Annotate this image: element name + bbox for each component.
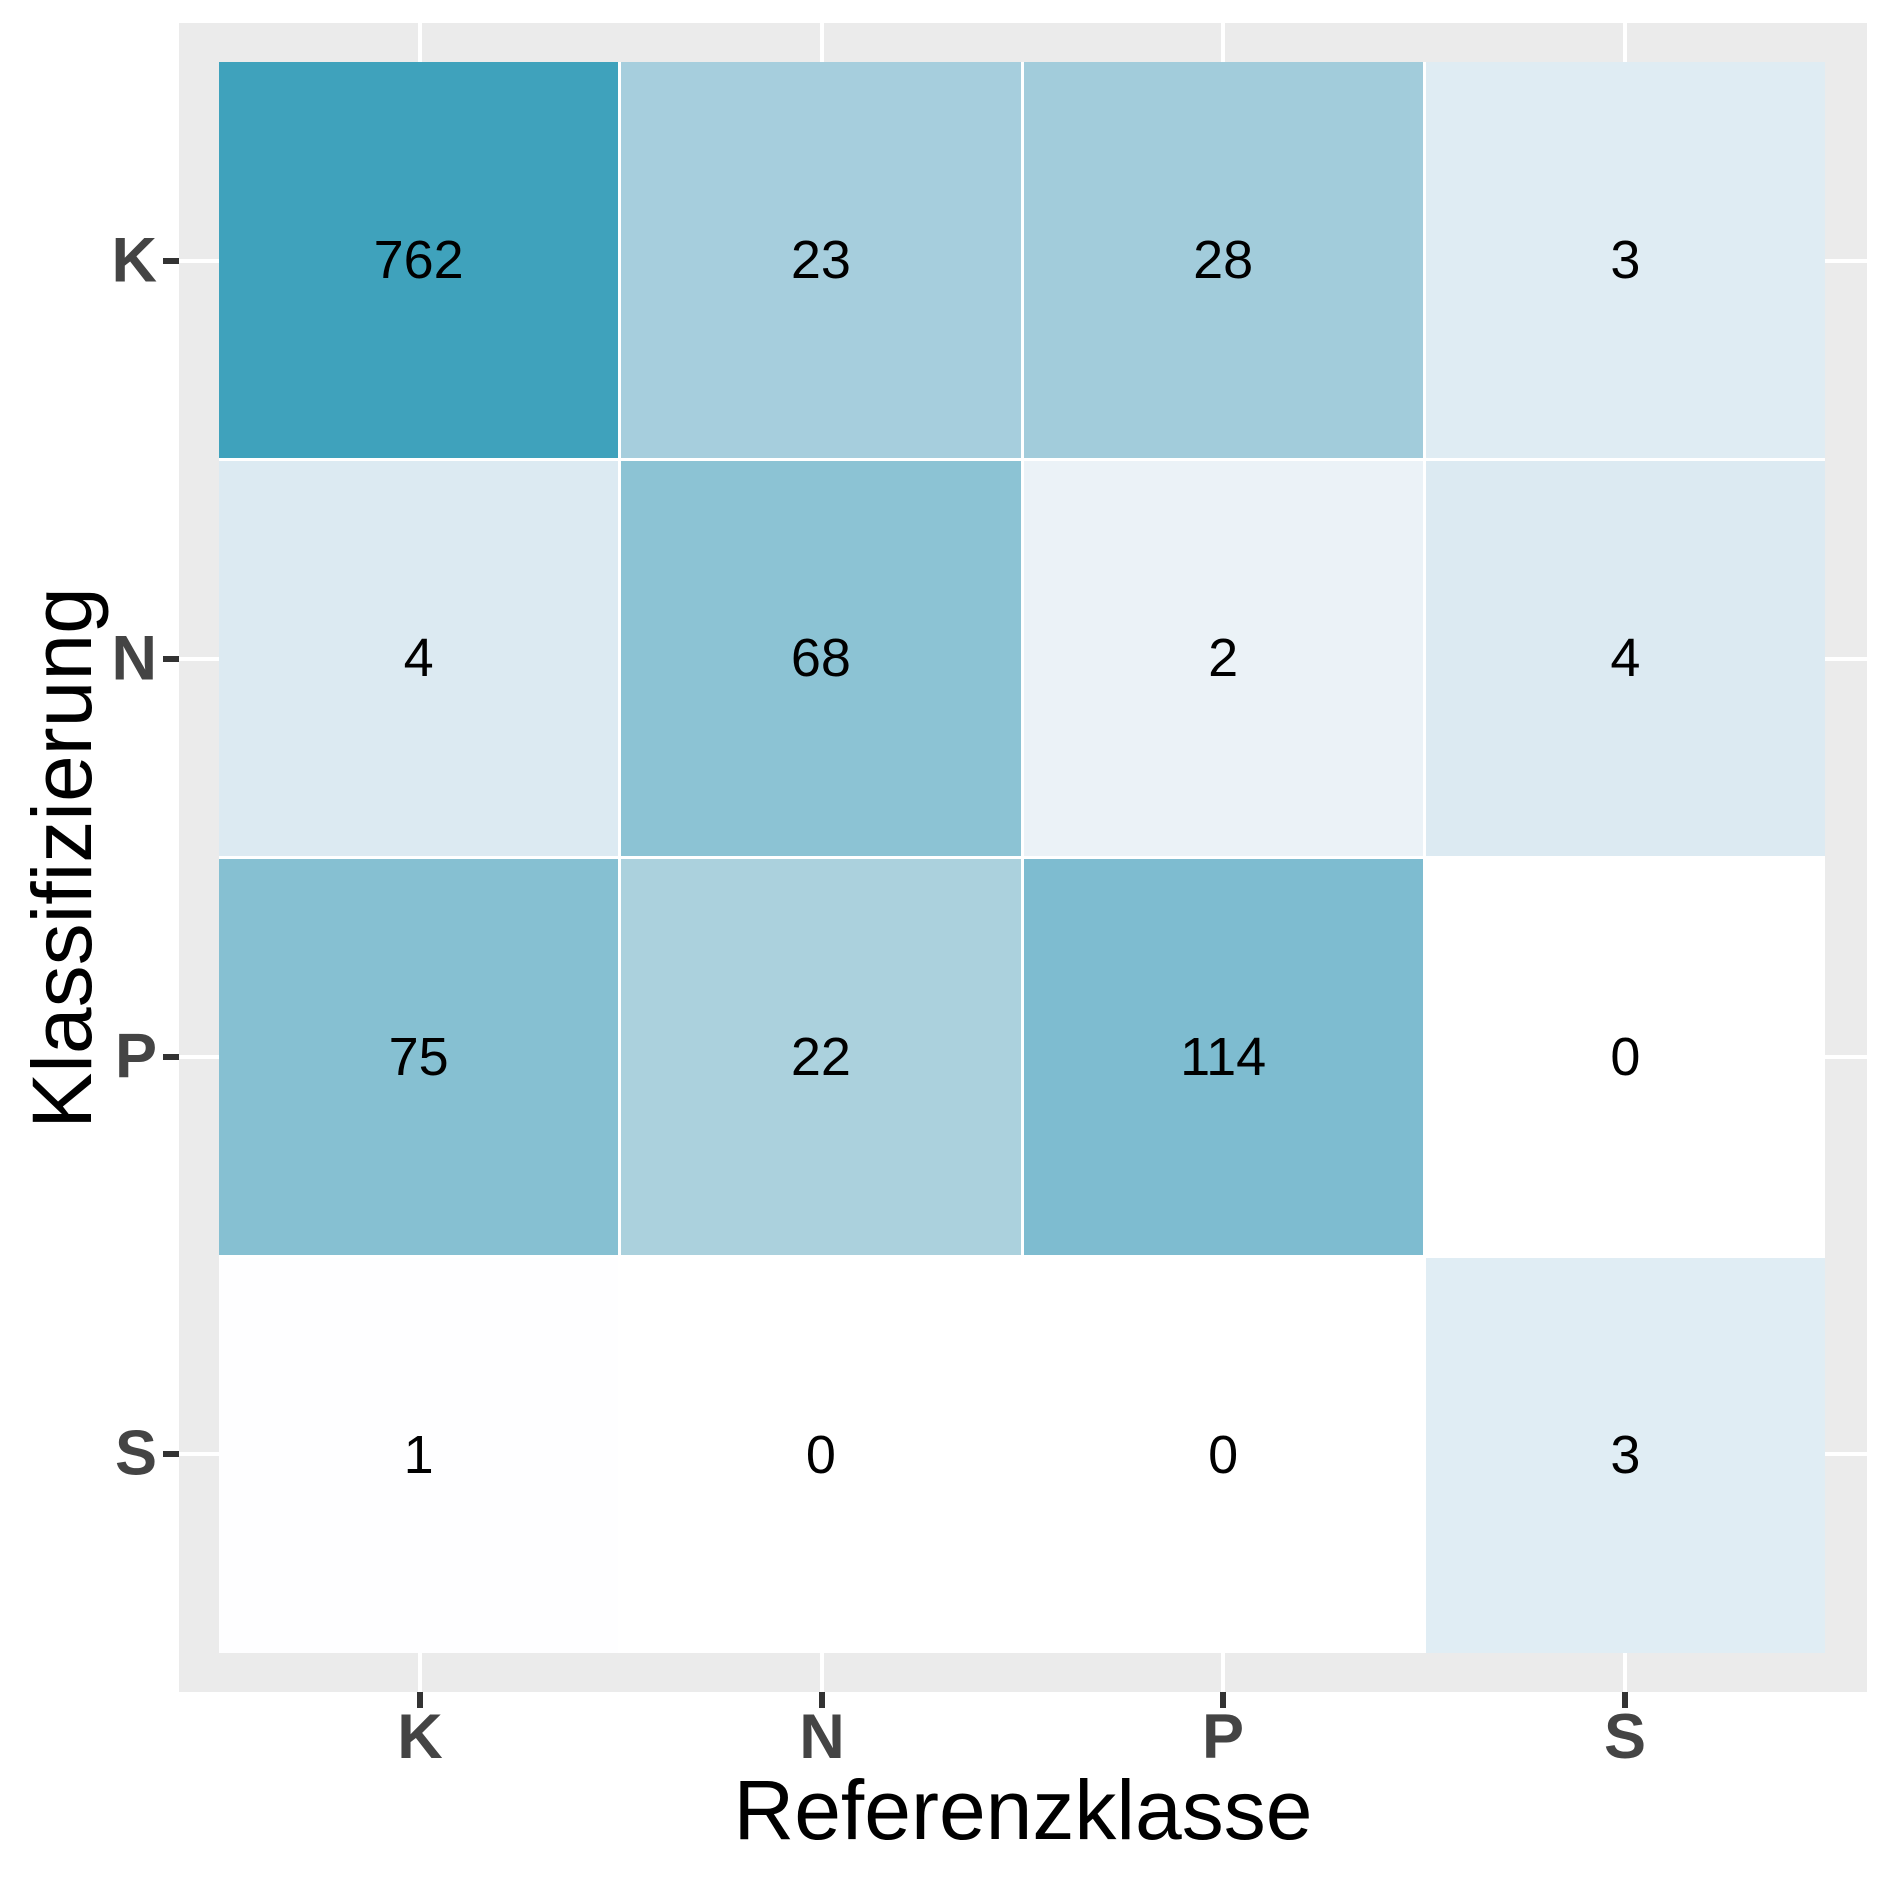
x-tick-label-K: K <box>397 1702 443 1772</box>
cell-value: 23 <box>790 229 851 290</box>
y-tick-label-K: K <box>111 225 158 296</box>
cell-value: 3 <box>1610 229 1641 290</box>
heatmap-cell-P-K: 75 <box>219 859 619 1255</box>
x-tick-mark <box>1220 1692 1226 1708</box>
x-tick-label-S: S <box>1603 1702 1647 1772</box>
cell-value: 1 <box>403 1425 434 1486</box>
cell-value: 4 <box>1610 628 1641 689</box>
cell-value: 4 <box>403 628 434 689</box>
heatmap-cell-N-N: 68 <box>621 460 1021 856</box>
y-tick-mark <box>163 1451 179 1457</box>
cell-value: 2 <box>1208 628 1239 689</box>
x-axis-title: Referenzklasse <box>733 1763 1313 1857</box>
cell-value: 68 <box>790 628 851 689</box>
heatmap-cell-N-K: 4 <box>219 460 619 856</box>
cell-value: 22 <box>790 1026 851 1087</box>
y-tick-mark <box>163 656 179 662</box>
cell-value: 0 <box>805 1425 836 1486</box>
cell-value: 0 <box>1208 1425 1239 1486</box>
cell-value: 75 <box>388 1026 449 1087</box>
heatmap-cell-K-S: 3 <box>1425 62 1825 458</box>
heatmap-cell-N-S: 4 <box>1425 460 1825 856</box>
cell-value: 114 <box>1180 1026 1267 1087</box>
y-axis-title: Klassifizierung <box>15 587 109 1129</box>
cell-value: 762 <box>373 229 464 290</box>
cell-value: 3 <box>1610 1425 1641 1486</box>
heatmap-cell-P-S: 0 <box>1425 859 1825 1255</box>
y-tick-label-N: N <box>111 623 158 694</box>
x-tick-mark <box>819 1692 825 1708</box>
plot-panel: 762 23 28 3 4 68 2 4 75 22 114 0 1 0 0 3 <box>179 23 1867 1692</box>
heatmap-cell-S-S: 3 <box>1425 1257 1825 1653</box>
y-tick-label-S: S <box>114 1418 157 1489</box>
cell-value: 0 <box>1610 1026 1641 1087</box>
cell-value: 28 <box>1193 229 1254 290</box>
y-tick-mark <box>163 1054 179 1060</box>
heatmap-cell-S-P: 0 <box>1023 1257 1423 1653</box>
heatmap-cell-S-K: 1 <box>219 1257 619 1653</box>
x-tick-mark <box>417 1692 423 1708</box>
heatmap-cell-K-P: 28 <box>1023 62 1423 458</box>
heatmap-cell-K-N: 23 <box>621 62 1021 458</box>
heatmap-cell-P-P: 114 <box>1023 859 1423 1255</box>
heatmap-cell-P-N: 22 <box>621 859 1021 1255</box>
x-tick-label-N: N <box>799 1702 845 1772</box>
x-tick-mark <box>1622 1692 1628 1708</box>
heatmap-cell-K-K: 762 <box>219 62 619 458</box>
heatmap-cell-N-P: 2 <box>1023 460 1423 856</box>
y-tick-label-P: P <box>114 1021 157 1092</box>
y-tick-mark <box>163 258 179 264</box>
x-tick-label-P: P <box>1201 1702 1245 1772</box>
heatmap-cell-S-N: 0 <box>621 1257 1021 1653</box>
heatmap-tile-grid: 762 23 28 3 4 68 2 4 75 22 114 0 1 0 0 3 <box>219 62 1825 1653</box>
